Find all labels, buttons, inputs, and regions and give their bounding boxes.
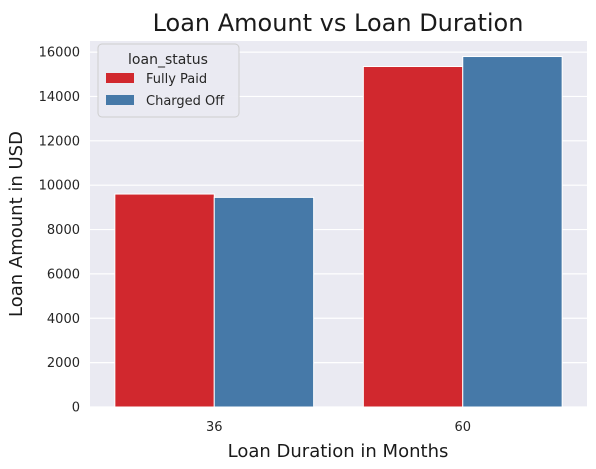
y-axis-label: Loan Amount in USD (6, 131, 27, 317)
y-tick-label: 10000 (39, 179, 80, 194)
y-tick-label: 14000 (39, 90, 80, 105)
chart-title: Loan Amount vs Loan Duration (153, 9, 524, 37)
x-axis-ticks: 36 60 (206, 420, 471, 435)
legend-title: loan_status (128, 52, 208, 68)
y-tick-label: 8000 (47, 223, 80, 238)
y-tick-label: 6000 (47, 267, 80, 282)
x-axis-label: Loan Duration in Months (228, 441, 449, 462)
y-tick-label: 16000 (39, 46, 80, 61)
legend-swatch (106, 73, 134, 83)
legend: loan_status Fully Paid Charged Off (97, 43, 240, 118)
x-tick-label: 36 (206, 420, 223, 435)
bar (462, 56, 563, 408)
bar (114, 193, 215, 408)
y-tick-label: 12000 (39, 134, 80, 149)
bars-group (114, 56, 563, 408)
bar (213, 196, 315, 408)
legend-swatch (106, 95, 134, 105)
x-tick-label: 60 (454, 420, 471, 435)
bar (362, 66, 464, 408)
y-tick-label: 2000 (47, 356, 80, 371)
y-axis-ticks: 0 2000 4000 6000 8000 10000 12000 14000 16000 (39, 46, 80, 416)
y-tick-label: 0 (72, 401, 80, 416)
legend-label: Charged Off (146, 94, 225, 109)
legend-label: Fully Paid (146, 72, 207, 87)
y-tick-label: 4000 (47, 312, 80, 327)
